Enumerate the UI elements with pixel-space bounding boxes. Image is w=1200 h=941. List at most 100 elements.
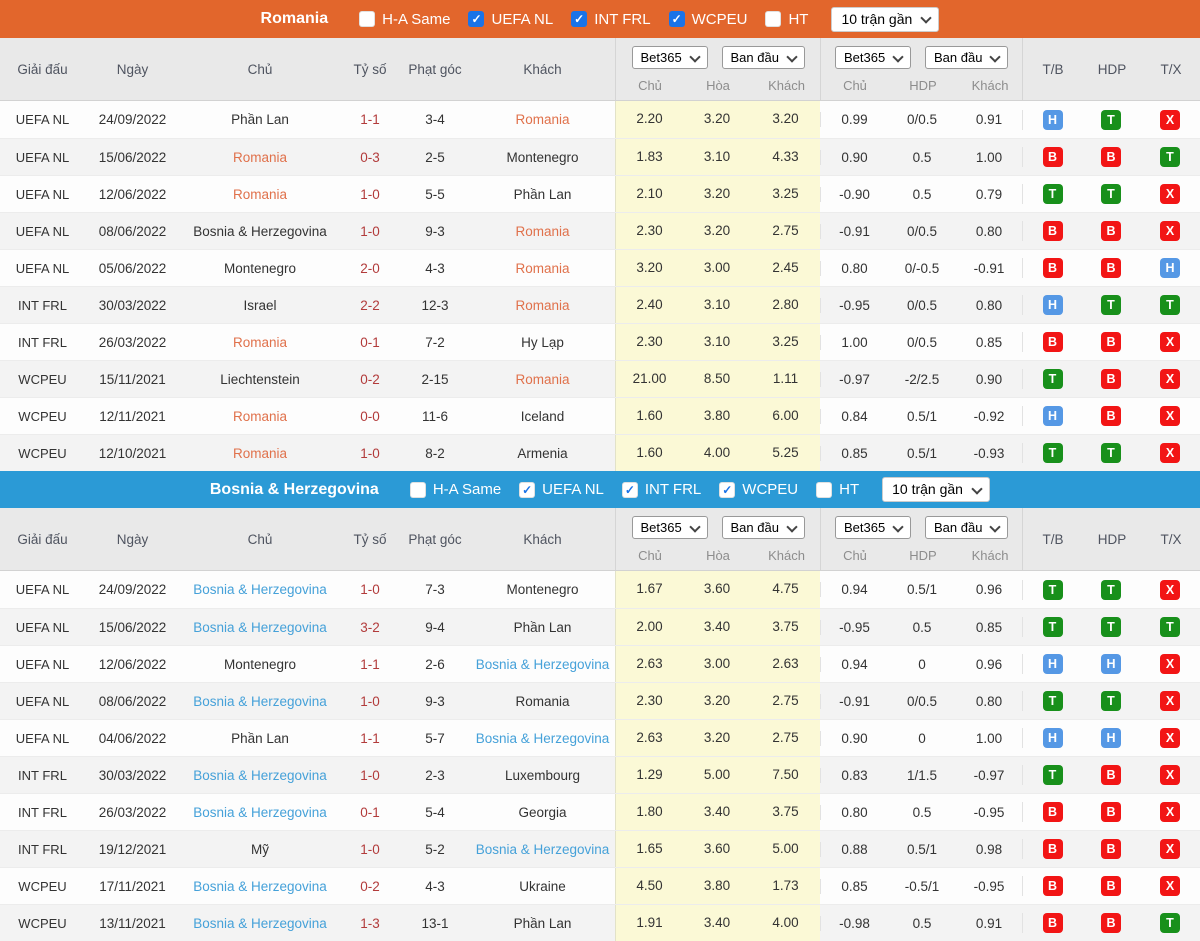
match-row: UEFA NL 24/09/2022 Bosnia & Herzegovina 1-0…: [0, 571, 1200, 608]
filter-label: WCPEU: [742, 481, 799, 498]
odds-time-select[interactable]: Ban đầu: [925, 46, 1008, 69]
filter-int-frl[interactable]: ✓ INT FRL: [621, 481, 701, 498]
result-cell: H: [1022, 654, 1082, 674]
result-badge-b: B: [1042, 839, 1063, 859]
bookmaker-select-wrap[interactable]: Bet365: [835, 516, 911, 539]
recent-range-select-wrap[interactable]: 10 trận gần: [882, 477, 991, 502]
date-cell: 12/06/2022: [98, 656, 167, 672]
corner-score-cell: 12-3: [421, 297, 449, 313]
result-badge-x: X: [1160, 109, 1180, 130]
result-badge-x: X: [1160, 691, 1180, 711]
odds-hdp-cell: 0.88: [820, 841, 888, 857]
result-badge-b: B: [1042, 876, 1063, 896]
filter-h-a-same[interactable]: H-A Same: [409, 481, 501, 498]
recent-range-select-wrap[interactable]: 10 trận gần: [831, 6, 940, 32]
filter-ht[interactable]: HT: [816, 481, 859, 498]
league-cell: INT FRL: [18, 804, 67, 820]
odds-time-select-wrap[interactable]: Ban đầu: [721, 516, 805, 539]
recent-range-select[interactable]: 10 trận gần: [882, 477, 991, 502]
filter-uefa-nl[interactable]: ✓ UEFA NL: [519, 481, 604, 498]
filter-uefa-nl[interactable]: ✓ UEFA NL: [468, 11, 553, 28]
bookmaker-select[interactable]: Bet365: [835, 46, 911, 69]
filter-ht[interactable]: HT: [765, 11, 808, 28]
result-badge-b: B: [1101, 147, 1121, 167]
odds-source-selects: Bet365 Ban đầu: [821, 46, 1022, 69]
corner-score-cell: 4-3: [425, 878, 445, 894]
bookmaker-select-wrap[interactable]: Bet365: [631, 516, 708, 539]
league-cell: UEFA NL: [15, 730, 70, 746]
odds-time-select[interactable]: Ban đầu: [721, 516, 805, 539]
odds-1x2-cell: 2.00: [615, 609, 683, 645]
bookmaker-select[interactable]: Bet365: [835, 516, 911, 539]
filter-int-frl[interactable]: ✓ INT FRL: [571, 11, 651, 28]
odds-subheader-hdp: HDP: [909, 78, 937, 93]
result-cell: T: [1082, 184, 1140, 204]
unchecked-checkbox-icon[interactable]: [359, 11, 376, 27]
unchecked-checkbox-icon[interactable]: [409, 481, 426, 498]
checked-checkbox-icon[interactable]: ✓: [519, 481, 536, 498]
home-team-cell: Phần Lan: [231, 112, 289, 127]
checked-checkbox-icon[interactable]: ✓: [621, 481, 638, 498]
checked-checkbox-icon[interactable]: ✓: [468, 11, 485, 27]
odds-time-select-wrap[interactable]: Ban đầu: [721, 46, 805, 69]
corner-score-cell: 7-3: [425, 582, 445, 597]
league-cell: UEFA NL: [15, 223, 70, 239]
bookmaker-select[interactable]: Bet365: [631, 46, 708, 69]
odds-hdp-cell: -0.91: [973, 260, 1005, 276]
odds-hdp-cell: 0.85: [975, 619, 1003, 635]
result-badge-b: B: [1042, 258, 1063, 278]
column-header-ch: Chủ: [247, 61, 273, 77]
odds-1x2-cell: 3.10: [683, 139, 751, 175]
bookmaker-select[interactable]: Bet365: [631, 516, 708, 539]
result-badge-t: T: [1160, 913, 1180, 933]
unchecked-checkbox-icon[interactable]: [816, 481, 833, 498]
result-cell: T: [1082, 109, 1140, 130]
unchecked-checkbox-icon[interactable]: [765, 11, 782, 27]
result-badge-b: B: [1101, 765, 1121, 785]
odds-hdp-cell: -2/2.5: [904, 371, 940, 387]
checked-checkbox-icon[interactable]: ✓: [668, 11, 685, 27]
match-row: UEFA NL 04/06/2022 Phần Lan 1-1 5-7 Bosnia & …: [0, 719, 1200, 756]
odds-1x2-cell: 4.00: [683, 435, 751, 471]
bookmaker-select-wrap[interactable]: Bet365: [631, 46, 708, 69]
result-cell: T: [1140, 295, 1200, 315]
odds-hdp-cell: 0.5: [912, 186, 932, 202]
date-cell: 26/03/2022: [98, 804, 167, 820]
result-cell: T: [1082, 295, 1140, 315]
header-left-columns: Giải đấu Ngày Chủ Tỷ số Phạt góc Khách: [0, 38, 615, 100]
result-cell: H: [1022, 295, 1082, 315]
odds-time-select-wrap[interactable]: Ban đầu: [925, 46, 1008, 69]
home-team-cell: Bosnia & Herzegovina: [193, 767, 327, 783]
result-badge-h: H: [1101, 728, 1121, 748]
corner-score-cell: 9-4: [425, 619, 445, 635]
filter-wcpeu[interactable]: ✓ WCPEU: [719, 481, 798, 498]
corner-score-cell: 5-4: [425, 804, 445, 820]
odds-subheader-kh-ch: Khách: [971, 548, 1009, 563]
league-cell: UEFA NL: [15, 656, 70, 672]
odds-1x2-cell: 3.10: [683, 324, 751, 360]
odds-time-select[interactable]: Ban đầu: [721, 46, 805, 69]
result-badge-b: B: [1042, 913, 1063, 933]
league-cell: UEFA NL: [15, 186, 70, 202]
corner-score-cell: 2-15: [421, 371, 449, 387]
odds-subheader-h-a: Hòa: [706, 78, 730, 93]
corner-score-cell: 7-2: [425, 334, 445, 350]
odds-hdp-cell: 0/0.5: [906, 297, 938, 313]
result-badge-t: T: [1042, 617, 1063, 637]
recent-range-select[interactable]: 10 trận gần: [831, 6, 940, 32]
result-badge-x: X: [1160, 369, 1180, 389]
filter-h-a-same[interactable]: H-A Same: [359, 11, 450, 28]
odds-1x2-cell: 2.80: [751, 287, 820, 323]
odds-hdp-cell: 0.80: [975, 223, 1003, 239]
checked-checkbox-icon[interactable]: ✓: [571, 11, 588, 27]
checked-checkbox-icon[interactable]: ✓: [719, 481, 736, 498]
result-column-header-t-x: T/X: [1160, 531, 1182, 547]
odds-time-select[interactable]: Ban đầu: [925, 516, 1008, 539]
bookmaker-select-wrap[interactable]: Bet365: [835, 46, 911, 69]
odds-hdp-cell: 0.91: [975, 112, 1003, 127]
result-cell: X: [1140, 579, 1200, 600]
result-column-header-hdp: HDP: [1097, 531, 1127, 547]
odds-time-select-wrap[interactable]: Ban đầu: [925, 516, 1008, 539]
filter-wcpeu[interactable]: ✓ WCPEU: [668, 11, 747, 28]
result-cell: B: [1082, 839, 1140, 859]
